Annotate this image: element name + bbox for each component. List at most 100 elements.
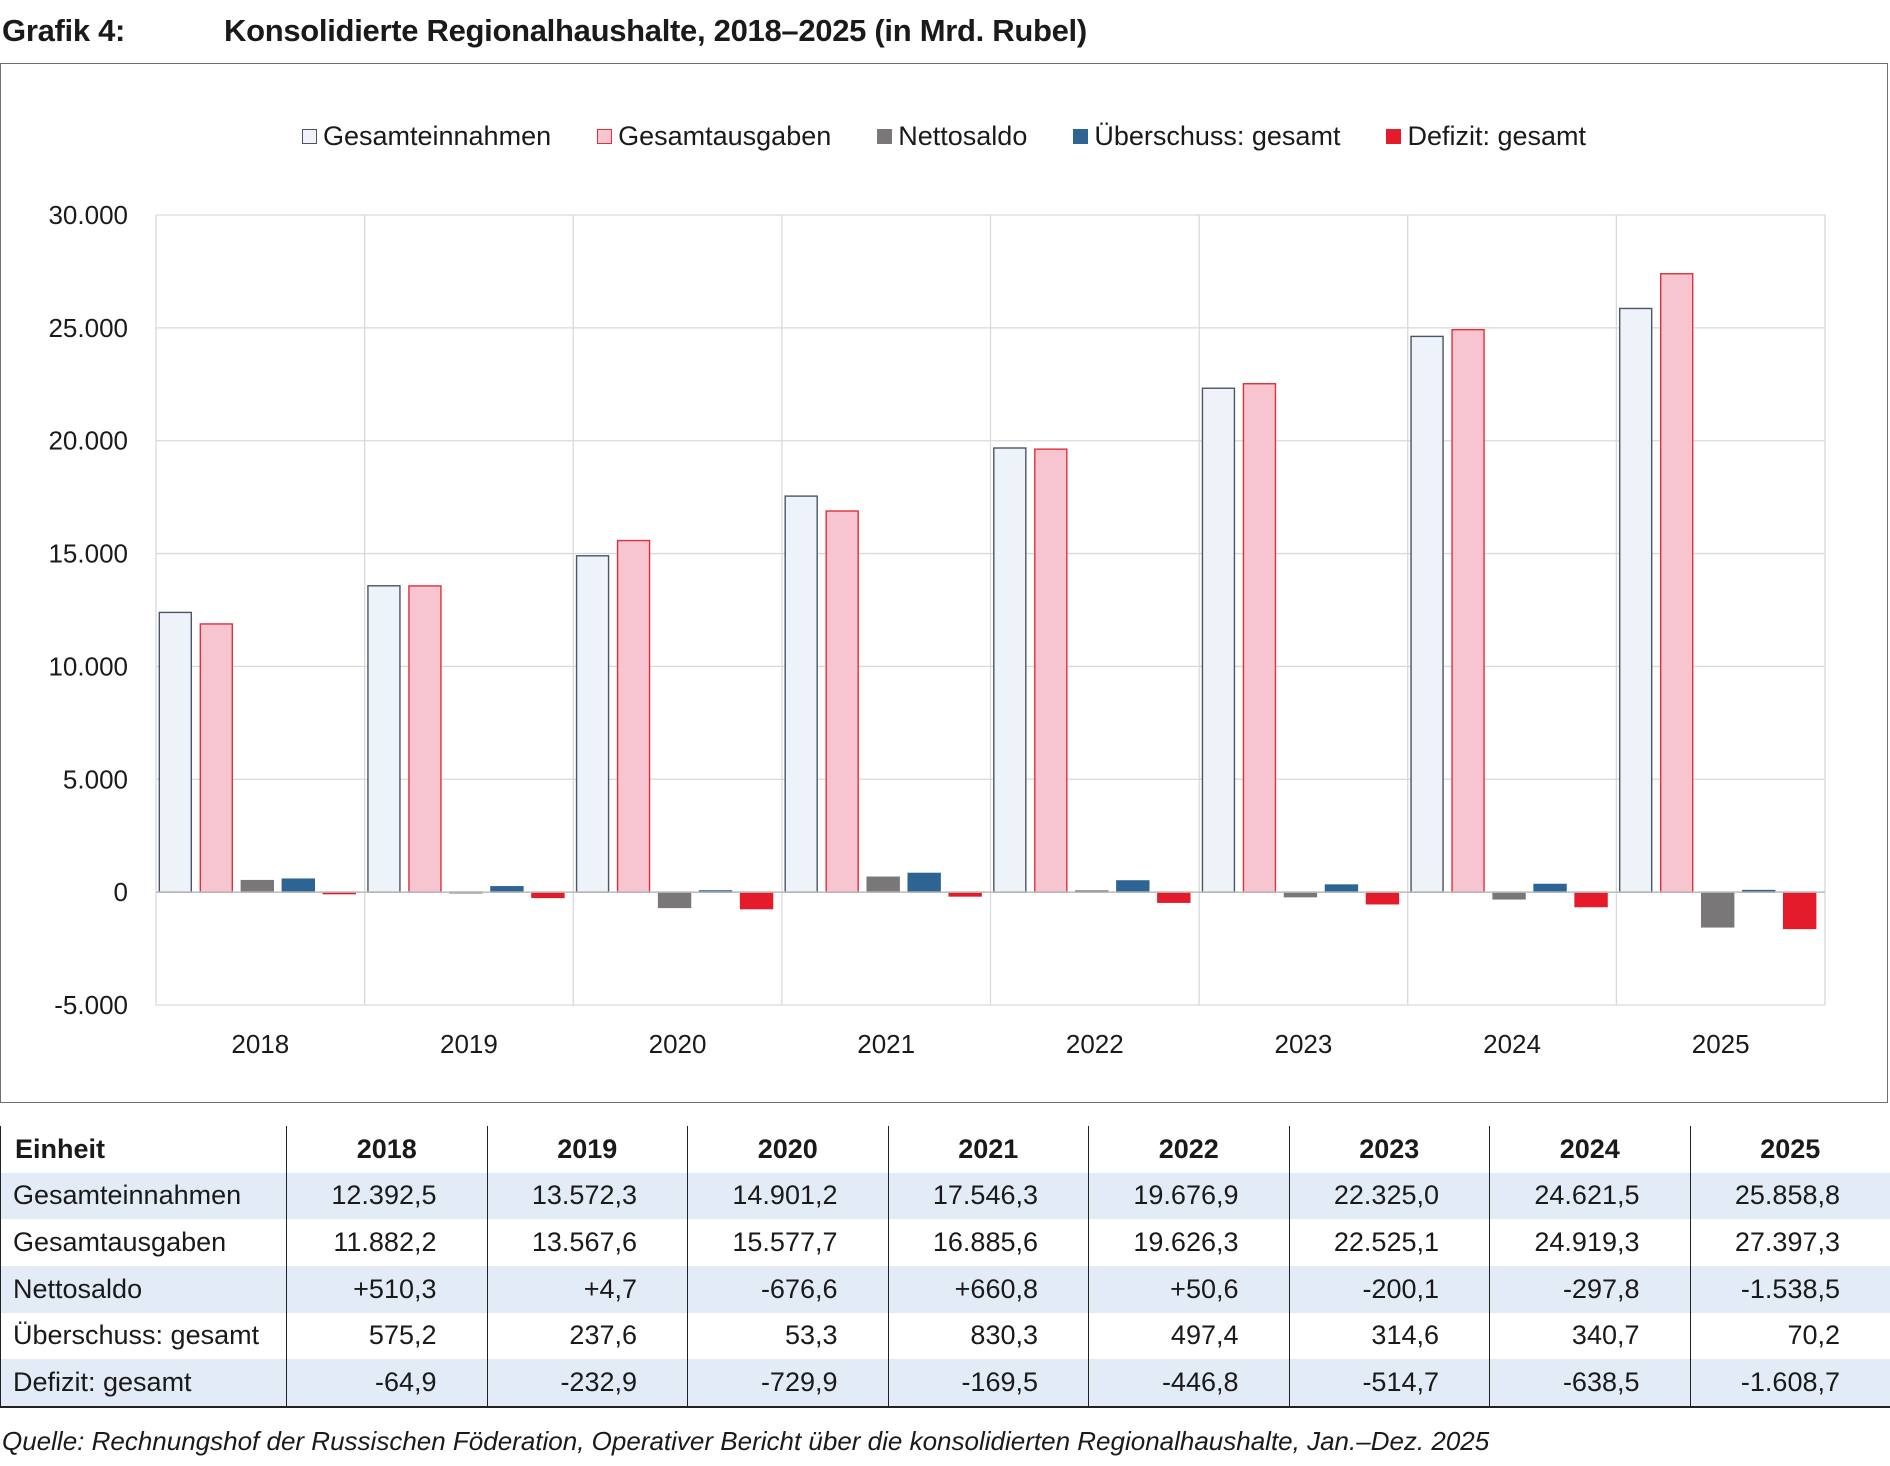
bar [1324,884,1359,893]
table-row: Gesamtausgaben 11.882,2 13.567,6 15.577,7 16… [0,1219,1890,1266]
legend-label: Überschuss: gesamt [1094,120,1341,151]
table-header-cell: 2020 [687,1126,889,1173]
legend-item: Gesamtausgaben [597,121,831,152]
table-cell: 13.572,3 [486,1172,688,1220]
table-cell: 11.882,2 [286,1219,488,1266]
figure-number: Grafik 4: [2,13,126,48]
legend-item: Nettosaldo [877,121,1027,152]
legend-item: Gesamteinnahmen [301,120,552,152]
bar [1618,307,1653,893]
table-cell: 237,6 [486,1312,688,1360]
y-tick-label: 25.000 [48,313,128,343]
x-tick-label: 2025 [1692,1029,1750,1059]
table-cell: 22.325,0 [1288,1172,1490,1220]
legend-swatch [1386,128,1402,144]
bar [1116,880,1150,893]
table-cell: -638,5 [1489,1359,1691,1408]
bar [1782,891,1817,930]
bar [657,891,692,909]
table-cell: -64,9 [286,1359,488,1408]
table-row: Nettosaldo +510,3 +4,7 -676,6 +660,8 +50,6 -20… [0,1265,1890,1313]
table-header-cell: 2025 [1689,1126,1890,1173]
y-tick-label: 10.000 [48,651,128,681]
legend-item: Defizit: gesamt [1386,121,1586,152]
x-tick-label: 2018 [231,1029,289,1059]
table-cell: 497,4 [1088,1312,1290,1360]
table-cell: 27.397,3 [1689,1219,1890,1266]
table-cell: 16.885,6 [887,1219,1089,1266]
bar [1700,891,1735,928]
table-cell: -446,8 [1088,1359,1290,1408]
table-cell: 830,3 [887,1312,1089,1360]
table-cell: -1.608,7 [1689,1359,1890,1408]
table-header-row: Einheit 2018 2019 2020 2021 2022 2023 2024 2025 [0,1126,1890,1173]
x-tick-label: 2023 [1275,1029,1333,1059]
table-cell: 575,2 [286,1312,488,1360]
x-tick-label: 2024 [1483,1029,1541,1059]
table-cell: 24.919,3 [1489,1219,1691,1266]
bar [1492,891,1526,900]
bar [1157,891,1191,903]
bar-chart: 30.000 25.000 20.000 15.000 10.000 5.000 0 -5.0… [48,200,1826,1059]
table-cell: 24.621,5 [1489,1172,1691,1220]
bar [993,447,1027,893]
table-cell: 19.626,3 [1088,1219,1290,1266]
legend-swatch [1073,128,1089,144]
data-table: Einheit 2018 2019 2020 2021 2022 2023 2024 2025 G… [0,1126,1890,1408]
table-cell: -232,9 [486,1359,688,1408]
table-header-cell: 2023 [1288,1126,1490,1173]
x-tick-label: 2020 [649,1029,707,1059]
chart-frame: 30.000 25.000 20.000 15.000 10.000 5.000 0 -5.0… [0,63,1888,1103]
table-cell: 14.901,2 [687,1172,889,1220]
table-cell: +50,6 [1088,1265,1290,1313]
bar [784,495,818,893]
x-tick-label: 2022 [1066,1029,1124,1059]
table-header-cell: 2018 [286,1126,488,1173]
table-cell: 13.567,6 [486,1219,688,1266]
bar [1034,448,1068,893]
y-tick-label: 20.000 [48,426,128,456]
y-tick-label: 0 [114,877,128,907]
legend-label: Defizit: gesamt [1407,120,1587,151]
table-header-cell: 2021 [887,1126,1089,1173]
bar [616,539,651,893]
table-cell: +4,7 [486,1265,688,1313]
table-cell: -1.538,5 [1689,1265,1890,1313]
legend-item: Überschuss: gesamt [1073,121,1340,152]
bar [1242,383,1277,893]
table-cell: 19.676,9 [1088,1172,1290,1220]
bar [408,585,442,893]
bar [1659,273,1694,893]
table-cell: 15.577,7 [687,1219,889,1266]
table-cell: +660,8 [887,1265,1089,1313]
table-cell: 53,3 [687,1312,889,1360]
bar [1451,328,1485,893]
y-tick-label: 30.000 [48,200,128,230]
table-header-cell: Einheit [0,1126,287,1173]
bar [531,891,565,899]
figure-title: Konsolidierte Regionalhaushalte, 2018–20… [224,13,1087,48]
source-note: Quelle: Rechnungshof der Russischen Föde… [2,1426,1490,1456]
figure-heading: Grafik 4: Konsolidierte Regionalhaushalt… [2,6,1882,56]
table-row-label: Gesamtausgaben [0,1219,287,1266]
table-header-cell: 2019 [486,1126,688,1173]
y-tick-label: 15.000 [48,539,128,569]
table-row-label: Gesamteinnahmen [0,1172,287,1220]
legend-label: Gesamteinnahmen [322,120,552,151]
table-row-label: Nettosaldo [0,1265,287,1313]
table-row: Defizit: gesamt -64,9 -232,9 -729,9 -169,5 -4… [0,1359,1890,1408]
table-cell: 314,6 [1288,1312,1490,1360]
table-cell: -297,8 [1489,1265,1691,1313]
table-cell: +510,3 [286,1265,488,1313]
table-cell: 70,2 [1689,1312,1890,1360]
y-tick-label: -5.000 [54,990,128,1020]
table-cell: 12.392,5 [286,1172,488,1220]
bar [158,611,193,893]
bar [1574,891,1608,908]
x-tick-label: 2021 [857,1029,915,1059]
bar [866,876,900,893]
bar [281,878,316,893]
bar [825,510,859,893]
legend-swatch [877,128,893,144]
table-header-cell: 2024 [1489,1126,1691,1173]
